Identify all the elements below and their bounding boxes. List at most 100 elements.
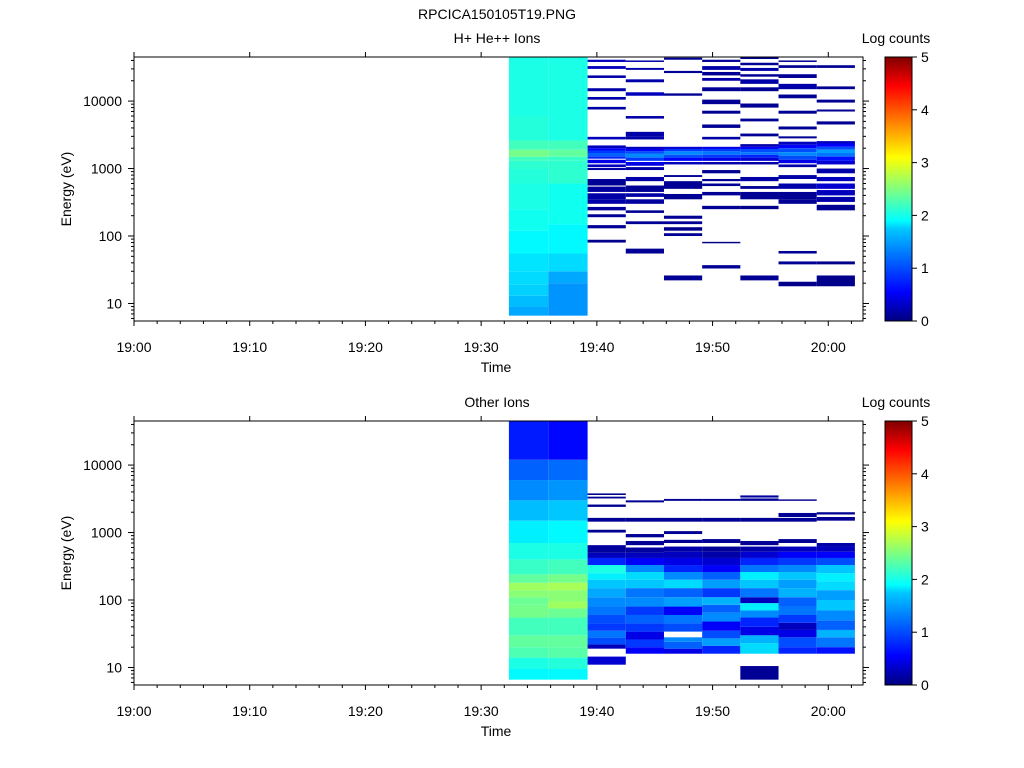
heatmap-cell xyxy=(508,149,549,157)
y-tick-label: 100 xyxy=(99,228,123,244)
heatmap-cell xyxy=(587,630,626,638)
heatmap-cell xyxy=(816,629,855,638)
heatmap-cell xyxy=(587,150,626,153)
heatmap-cell xyxy=(587,225,626,229)
heatmap-cell xyxy=(816,551,855,558)
heatmap-cell xyxy=(702,148,741,152)
heatmap-cell xyxy=(740,103,779,108)
heatmap-cell xyxy=(508,597,549,605)
heatmap-cell xyxy=(740,152,779,155)
y-tick-label: 1000 xyxy=(91,161,122,177)
heatmap-cell xyxy=(702,551,741,558)
heatmap-cell xyxy=(548,253,588,272)
heatmap-cell xyxy=(816,156,855,161)
colorbar-tick-label: 2 xyxy=(921,207,929,223)
heatmap-cell xyxy=(740,205,779,210)
heatmap-cell xyxy=(778,148,817,153)
heatmap-cell xyxy=(587,186,626,192)
heatmap-cell xyxy=(663,572,703,580)
y-axis-label: Energy (eV) xyxy=(58,516,74,591)
heatmap-cell xyxy=(702,178,741,182)
heatmap-cell xyxy=(625,157,664,161)
heatmap-cell xyxy=(740,162,779,165)
heatmap-cell xyxy=(778,606,817,615)
heatmap-cell xyxy=(625,79,664,83)
heatmap-cell xyxy=(740,146,779,149)
heatmap-cell xyxy=(663,588,703,598)
heatmap-cell xyxy=(508,500,549,521)
heatmap-cell xyxy=(740,579,779,589)
heatmap-cell xyxy=(508,183,549,210)
heatmap-cell xyxy=(740,157,779,161)
heatmap-cell xyxy=(548,421,588,460)
heatmap-cell xyxy=(625,153,664,158)
panel-other-ions: 19:00 19:10 19:20 19:30 19:40 19:50 20:0010100… xyxy=(58,394,930,739)
heatmap-cell xyxy=(587,545,626,553)
heatmap-cell xyxy=(625,248,664,251)
heatmap-cell xyxy=(816,610,855,621)
heatmap-cell xyxy=(740,610,779,618)
heatmap-cell xyxy=(816,275,855,287)
heatmap-cell xyxy=(508,284,549,296)
x-tick-label: 20:00 xyxy=(811,339,846,355)
heatmap-cell xyxy=(778,647,817,654)
heatmap-cell xyxy=(625,647,664,654)
heatmap-cell xyxy=(702,604,741,613)
heatmap-cell xyxy=(702,66,741,70)
heatmap-cell xyxy=(740,87,779,92)
heatmap-cell xyxy=(702,59,741,62)
heatmap-cell xyxy=(778,183,817,189)
heatmap-cell xyxy=(778,164,817,168)
heatmap-cell xyxy=(587,88,626,92)
heatmap-cell xyxy=(740,62,779,66)
heatmap-cell xyxy=(816,512,855,515)
heatmap-cell xyxy=(625,151,664,154)
colorbar-gradient xyxy=(884,420,913,686)
heatmap-cell xyxy=(625,67,664,70)
heatmap-cell xyxy=(702,110,741,114)
heatmap-cell xyxy=(816,168,855,174)
heatmap-cell xyxy=(740,495,779,498)
heatmap-cell xyxy=(663,151,703,155)
heatmap-cell xyxy=(778,250,817,254)
heatmap-cell xyxy=(778,94,817,99)
x-tick-label: 19:30 xyxy=(464,703,499,719)
heatmap-cell xyxy=(587,239,626,243)
heatmap-cell xyxy=(740,557,779,566)
heatmap-cell xyxy=(508,590,549,598)
x-tick-label: 19:10 xyxy=(232,339,267,355)
heatmap-cell xyxy=(740,572,779,580)
heatmap-cell xyxy=(778,159,817,164)
heatmap-cell xyxy=(548,459,588,481)
heatmap-cell xyxy=(702,157,741,161)
x-axis-label: Time xyxy=(481,723,512,739)
heatmap-cell xyxy=(625,534,664,538)
heatmap-cell xyxy=(548,574,588,583)
heatmap-cell xyxy=(702,621,741,631)
heatmap-cell xyxy=(778,546,817,552)
colorbar-tick-label: 4 xyxy=(921,466,929,482)
heatmap-cell xyxy=(778,110,817,114)
heatmap-cell xyxy=(816,196,855,202)
heatmap-cell xyxy=(625,146,664,149)
heatmap-cell xyxy=(508,421,549,460)
colorbar-tick-label: 5 xyxy=(921,49,929,65)
heatmap-cell xyxy=(508,647,549,658)
heatmap-cell xyxy=(702,136,741,140)
heatmap-cell xyxy=(778,614,817,623)
heatmap-cell xyxy=(548,582,588,591)
heatmap-cell xyxy=(702,588,741,598)
heatmap-cell xyxy=(702,612,741,622)
heatmap-cell xyxy=(778,199,817,204)
heatmap-cell xyxy=(816,557,855,566)
heatmap-cell xyxy=(508,635,549,648)
heatmap-cell xyxy=(587,517,626,522)
heatmap-cell xyxy=(625,136,664,140)
heatmap-cell xyxy=(778,557,817,566)
heatmap-cell xyxy=(740,144,779,147)
heatmap-cell xyxy=(625,250,664,254)
x-tick-label: 19:40 xyxy=(579,339,614,355)
heatmap-cell xyxy=(702,154,741,158)
heatmap-cell xyxy=(740,67,779,71)
heatmap-cell xyxy=(508,295,549,307)
